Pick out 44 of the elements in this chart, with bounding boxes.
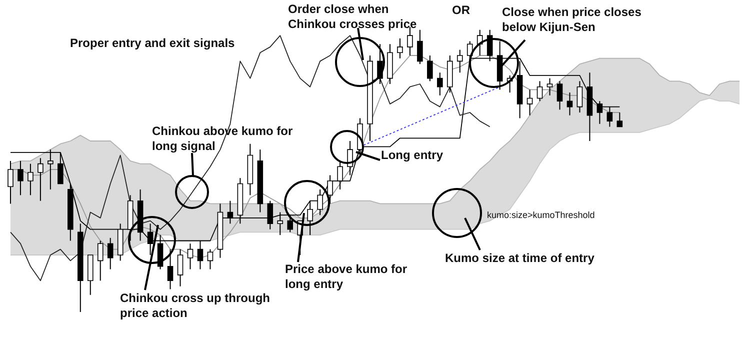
annotation: Chinkou cross up through price action [120,291,271,321]
candlestick [18,160,24,196]
candlestick [97,240,104,282]
candlestick [526,89,533,116]
candlestick [58,152,64,184]
candlestick [337,160,343,190]
candlestick [397,38,403,59]
candlestick [556,80,563,110]
candlestick [456,49,463,74]
annotation: Long entry [381,148,444,163]
candlestick [427,55,433,82]
candlestick [8,160,14,204]
candlestick [417,29,423,65]
annotation: Close when price closes below Kijun-Sen [502,5,642,35]
candlestick [107,237,114,270]
annotation: Kumo size at time of entry [445,251,596,266]
candlestick [227,200,234,224]
candlestick [177,248,184,287]
candlestick [187,243,194,270]
candlestick [28,163,34,196]
candlestick [536,80,543,102]
candlestick [317,188,323,216]
candlestick [437,72,443,96]
candlestick [566,92,573,116]
candlestick [207,248,214,270]
candlestick [307,200,313,236]
candlestick [596,100,603,124]
candlestick [546,78,553,96]
annotation: kumo:size>kumoThreshold [487,209,596,222]
candlestick [48,149,54,190]
candlestick [167,248,174,290]
text: OR [452,3,471,18]
candlestick [576,80,583,113]
candlestick [267,200,274,230]
candlestick [38,158,44,202]
candlestick [466,40,473,59]
candlestick [327,174,333,204]
candlestick [606,106,613,128]
candlestick [616,112,623,128]
annotation: Order close when Chinkou crosses price [288,2,418,32]
annotation: Proper entry and exit signals [70,36,236,51]
annotation: Price above kumo for long entry [285,262,408,292]
candlestick [287,214,294,233]
candlestick [277,212,284,236]
